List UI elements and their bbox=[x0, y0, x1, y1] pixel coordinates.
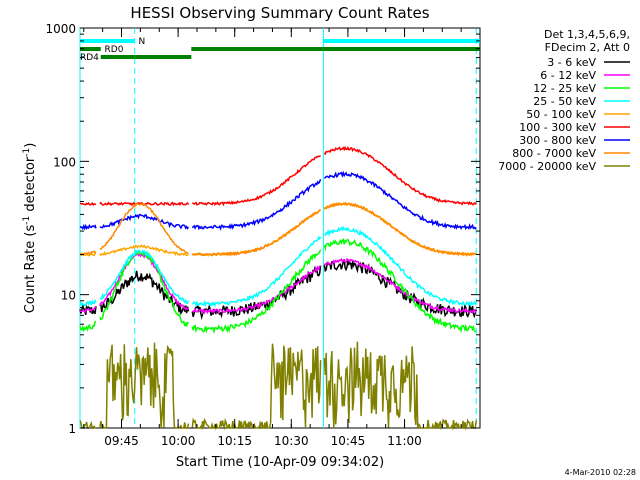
chart-title: HESSI Observing Summary Count Rates bbox=[130, 4, 429, 22]
legend-entry-label: 3 - 6 keV bbox=[547, 56, 596, 69]
series-lines bbox=[79, 145, 477, 431]
x-tick-label: 09:45 bbox=[104, 434, 139, 448]
y-tick-label: 1000 bbox=[45, 22, 76, 36]
x-tick-label: 10:30 bbox=[274, 434, 309, 448]
legend-entry-label: 25 - 50 keV bbox=[533, 95, 596, 108]
legend-header-line-2: FDecim 2, Att 0 bbox=[545, 41, 630, 54]
y-tick-label: 100 bbox=[53, 155, 76, 169]
series-line bbox=[79, 145, 477, 207]
series-line bbox=[79, 170, 477, 231]
series-line bbox=[79, 252, 477, 315]
legend-entry-label: 300 - 800 keV bbox=[519, 134, 596, 147]
series-line bbox=[79, 341, 477, 431]
x-axis-label: Start Time (10-Apr-09 09:34:02) bbox=[176, 455, 384, 470]
x-tick-label: 10:00 bbox=[161, 434, 196, 448]
series-line bbox=[79, 225, 477, 308]
legend: Det 1,3,4,5,6,9, FDecim 2, Att 0 3 - 6 k… bbox=[498, 28, 630, 173]
y-axis: 1 10 100 1000 bbox=[45, 22, 480, 436]
footer-timestamp: 4-Mar-2010 02:28 bbox=[565, 468, 636, 477]
series-line bbox=[79, 259, 477, 321]
y-axis-label: Count Rate (s-1 detector-1) bbox=[22, 143, 38, 314]
legend-header-line-1: Det 1,3,4,5,6,9, bbox=[544, 28, 630, 41]
legend-entry-label: 100 - 300 keV bbox=[519, 121, 596, 134]
legend-entry-label: 800 - 7000 keV bbox=[512, 147, 596, 160]
y-tick-label: 10 bbox=[61, 289, 76, 303]
x-tick-label: 10:45 bbox=[331, 434, 366, 448]
legend-entry-label: 50 - 100 keV bbox=[526, 108, 596, 121]
x-axis: 09:45 10:00 10:15 10:30 10:45 11:00 bbox=[83, 28, 462, 448]
flag-bar-label: RD0 bbox=[105, 45, 124, 55]
series-line bbox=[79, 202, 477, 257]
x-tick-label: 11:00 bbox=[387, 434, 422, 448]
x-tick-label: 10:15 bbox=[217, 434, 252, 448]
legend-entry-label: 12 - 25 keV bbox=[533, 82, 596, 95]
series-line bbox=[79, 201, 477, 258]
legend-entry-label: 7000 - 20000 keV bbox=[498, 160, 596, 173]
flag-bars: N RD0 RD4 bbox=[80, 37, 480, 63]
legend-entry-label: 6 - 12 keV bbox=[540, 69, 596, 82]
y-tick-label: 1 bbox=[68, 422, 76, 436]
flag-bar-label: RD4 bbox=[80, 53, 99, 63]
flag-bar-label: N bbox=[138, 37, 145, 47]
